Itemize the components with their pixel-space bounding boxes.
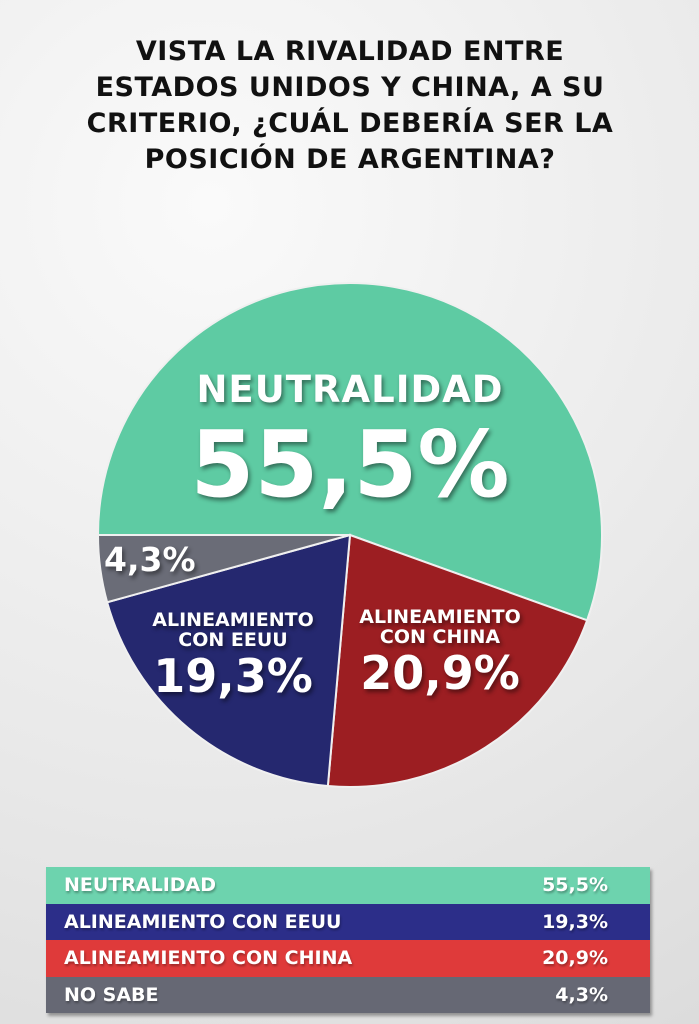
label-neutralidad-name: NEUTRALIDAD [196,368,504,411]
legend-value: 20,9% [542,947,608,970]
legend-value: 4,3% [555,983,608,1006]
label-eeuu-line2: CON EEUU [178,629,288,651]
legend-table: NEUTRALIDAD 55,5% ALINEAMIENTO CON EEUU … [46,867,650,1013]
label-eeuu-value: 19,3% [153,649,313,703]
pie-slice-no-sabe [96,534,351,604]
label-eeuu-line1: ALINEAMIENTO [152,609,314,631]
label-neutralidad-value: 55,5% [190,411,510,518]
pie-slice-alineamiento-con-china [326,533,589,788]
pie-slice-neutralidad [96,282,603,622]
legend-label: NEUTRALIDAD [64,874,217,897]
label-china-line1: ALINEAMIENTO [359,606,521,628]
legend-value: 55,5% [542,874,608,897]
legend-label: ALINEAMIENTO CON CHINA [64,947,353,970]
legend-label: ALINEAMIENTO CON EEUU [64,910,342,933]
pie-slice-alineamiento-con-eeuu [105,533,352,788]
legend-row-neutralidad: NEUTRALIDAD 55,5% [46,867,650,904]
legend-label: NO SABE [64,983,159,1006]
label-china: ALINEAMIENTO CON CHINA 20,9% [345,607,535,699]
label-china-value: 20,9% [360,646,520,700]
legend-value: 19,3% [542,910,608,933]
legend-row-eeuu: ALINEAMIENTO CON EEUU 19,3% [46,903,650,940]
legend-row-nosabe: NO SABE 4,3% [46,976,650,1013]
label-china-line2: CON CHINA [379,626,501,648]
legend-row-china: ALINEAMIENTO CON CHINA 20,9% [46,940,650,977]
label-eeuu: ALINEAMIENTO CON EEUU 19,3% [138,610,328,702]
label-nosabe-value: 4,3% [104,540,196,579]
chart-title: VISTA LA RIVALIDAD ENTRE ESTADOS UNIDOS … [86,36,614,175]
label-neutralidad: NEUTRALIDAD 55,5% [150,368,550,515]
